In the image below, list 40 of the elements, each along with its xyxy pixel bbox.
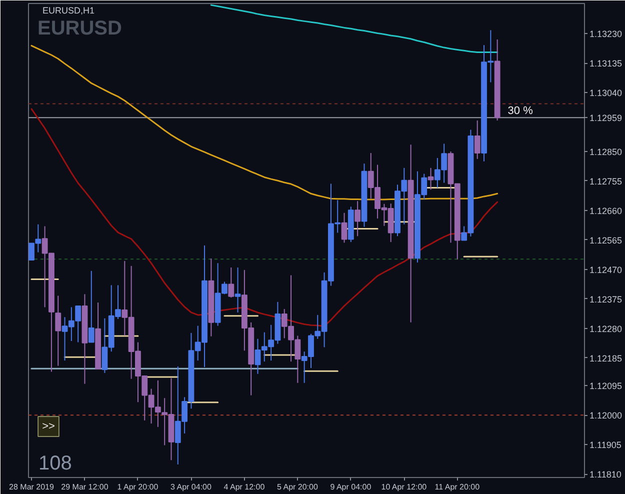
x-tick-label: 11 Apr 20:00 xyxy=(434,482,480,492)
candlestick xyxy=(354,200,361,237)
candlestick xyxy=(55,295,62,366)
text: EURUSD xyxy=(38,18,122,40)
line-series xyxy=(30,108,498,327)
y-tick-label: 1.13135 xyxy=(590,58,622,69)
x-tick-label: 3 Apr 04:00 xyxy=(170,482,212,492)
y-tick-label: 1.13230 xyxy=(590,29,622,40)
y-tick-label: 1.12095 xyxy=(590,381,622,392)
y-tick-label: 1.12000 xyxy=(590,410,622,421)
x-tick-label: 4 Apr 12:00 xyxy=(224,482,266,492)
x-tick-label: 9 Apr 04:00 xyxy=(330,482,372,492)
y-tick-label: 1.12280 xyxy=(590,324,622,334)
y-tick-label: 1.11810 xyxy=(590,470,622,480)
annotation: 108 xyxy=(38,452,72,474)
x-tick-label: 5 Apr 20:00 xyxy=(277,482,318,492)
x-tick-label: 1 Apr 20:00 xyxy=(117,482,159,492)
x-tick-label: 28 Mar 2019 xyxy=(9,482,55,492)
y-tick-label: 1.12565 xyxy=(590,235,622,246)
y-tick-label: 1.11905 xyxy=(590,440,622,450)
y-tick-label: 1.12470 xyxy=(590,264,622,275)
candlestick xyxy=(428,167,434,190)
ref-line-label: 1.12959 xyxy=(590,113,622,124)
candlestick xyxy=(234,266,241,313)
annotation: >> xyxy=(42,420,55,432)
chart-title: EURUSD,H1 xyxy=(42,6,95,16)
y-tick-label: 1.12755 xyxy=(590,176,622,186)
candlestick xyxy=(88,270,94,343)
candlestick xyxy=(474,120,480,160)
y-tick-label: 1.12660 xyxy=(590,206,622,216)
x-tick-label: 10 Apr 12:00 xyxy=(381,482,428,492)
y-tick-label: 1.13040 xyxy=(590,88,622,98)
candlestick xyxy=(228,266,234,298)
y-tick-label: 1.12185 xyxy=(590,353,622,364)
x-tick-label: 29 Mar 12:00 xyxy=(61,482,109,492)
text: 30 % xyxy=(508,104,534,117)
line-series xyxy=(210,4,498,53)
candlestick xyxy=(341,212,348,244)
y-tick-label: 1.12375 xyxy=(590,294,622,304)
y-tick-label: 1.12850 xyxy=(590,146,622,157)
